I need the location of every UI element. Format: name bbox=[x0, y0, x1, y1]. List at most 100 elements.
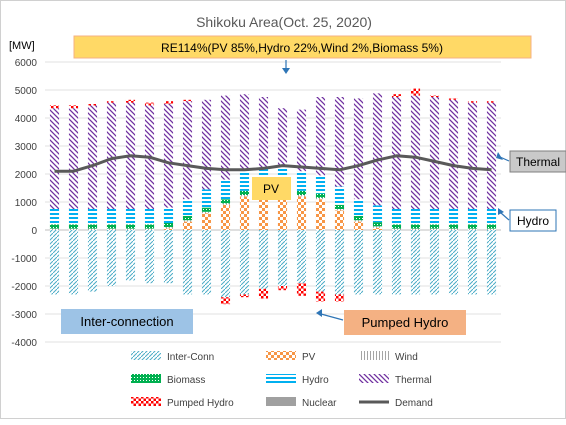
bar-biomass bbox=[429, 224, 440, 229]
bar-biomass bbox=[144, 224, 155, 229]
bar-inter-conn bbox=[315, 230, 326, 292]
bar-thermal bbox=[353, 98, 364, 200]
bar-thermal bbox=[410, 95, 421, 209]
pv-callout-text: PV bbox=[263, 182, 279, 196]
bar-inter-conn bbox=[125, 230, 136, 281]
bar-biomass bbox=[391, 224, 402, 229]
bar-inter-conn bbox=[49, 230, 60, 295]
bar-hydro bbox=[429, 209, 440, 225]
legend-label: Wind bbox=[395, 352, 418, 363]
bar-hydro bbox=[239, 169, 250, 191]
bar-wind bbox=[486, 228, 497, 230]
bar-biomass bbox=[87, 224, 98, 229]
bar-pv bbox=[163, 228, 174, 230]
bar-biomass bbox=[467, 224, 478, 229]
bar-pumped-hydro bbox=[391, 94, 402, 97]
bar-pumped-hydro bbox=[182, 99, 193, 102]
y-tick-label: -1000 bbox=[11, 254, 37, 265]
bar-inter-conn bbox=[220, 230, 231, 298]
legend-label: Inter-Conn bbox=[167, 352, 214, 363]
bar-wind bbox=[296, 195, 307, 197]
annotations: RE114%(PV 85%,Hydro 22%,Wind 2%,Biomass … bbox=[61, 35, 566, 335]
bar-biomass bbox=[353, 216, 364, 221]
bar-wind bbox=[353, 220, 364, 222]
bar-thermal bbox=[277, 108, 288, 167]
bar-wind bbox=[125, 228, 136, 230]
bar-biomass bbox=[49, 224, 60, 229]
bar-pumped-hydro bbox=[448, 98, 459, 100]
y-tick-label: 2000 bbox=[15, 170, 38, 181]
bar-pv bbox=[277, 193, 288, 230]
legend-label: Pumped Hydro bbox=[167, 398, 234, 409]
bar-biomass bbox=[239, 190, 250, 195]
bar-inter-conn bbox=[106, 230, 117, 286]
bar-pumped-hydro bbox=[277, 286, 288, 291]
bar-inter-conn bbox=[277, 230, 288, 286]
legend-swatch-nuclear bbox=[266, 397, 296, 406]
bar-thermal bbox=[315, 97, 326, 176]
interconnection-callout-box bbox=[61, 309, 193, 334]
bar-inter-conn bbox=[410, 230, 421, 295]
bar-pumped-hydro bbox=[296, 283, 307, 296]
bar-thermal bbox=[258, 97, 269, 167]
legend-swatch-pumped-hydro bbox=[131, 397, 161, 406]
bar-biomass bbox=[182, 216, 193, 221]
legend-label: Nuclear bbox=[302, 398, 337, 409]
pumped-hydro-callout-text: Pumped Hydro bbox=[362, 315, 449, 330]
bar-inter-conn bbox=[68, 230, 79, 295]
bar-pv bbox=[239, 196, 250, 230]
bar-pumped-hydro bbox=[258, 288, 269, 299]
thermal-callout-text: Thermal bbox=[516, 155, 560, 169]
bar-hydro bbox=[220, 179, 231, 200]
bar-inter-conn bbox=[182, 230, 193, 295]
bar-inter-conn bbox=[258, 230, 269, 289]
y-tick-label: 5000 bbox=[15, 86, 38, 97]
bar-inter-conn bbox=[353, 230, 364, 295]
hydro-callout-box bbox=[509, 209, 557, 232]
bar-thermal bbox=[391, 97, 402, 209]
legend-swatch-wind bbox=[359, 351, 389, 360]
bar-pumped-hydro bbox=[106, 101, 117, 103]
bar-wind bbox=[334, 209, 345, 211]
bar-wind bbox=[144, 228, 155, 230]
y-tick-label: 4000 bbox=[15, 114, 38, 125]
y-tick-label: -4000 bbox=[11, 338, 37, 349]
bar-thermal bbox=[467, 102, 478, 209]
bar-biomass bbox=[296, 190, 307, 195]
interconnection-callout-text: Inter-connection bbox=[80, 314, 173, 329]
bar-biomass bbox=[334, 204, 345, 209]
bar-inter-conn bbox=[448, 230, 459, 295]
bar-inter-conn bbox=[296, 230, 307, 284]
bar-thermal bbox=[372, 93, 383, 206]
y-axis-unit-label: [MW] bbox=[9, 40, 35, 52]
bar-hydro bbox=[201, 189, 212, 208]
bar-pumped-hydro bbox=[49, 105, 60, 109]
thermal-callout-arrowhead bbox=[496, 152, 503, 160]
bar-hydro bbox=[182, 199, 193, 216]
bar-biomass bbox=[125, 224, 136, 229]
bar-hydro bbox=[163, 207, 174, 223]
hydro-callout-arrowhead bbox=[498, 208, 504, 215]
bar-wind bbox=[448, 228, 459, 230]
bar-thermal bbox=[49, 108, 60, 209]
bar-thermal bbox=[239, 94, 250, 170]
bar-hydro bbox=[448, 209, 459, 225]
bar-thermal bbox=[448, 99, 459, 209]
y-tick-label: 0 bbox=[31, 226, 37, 237]
bar-hydro bbox=[315, 175, 326, 194]
bar-wind bbox=[49, 228, 60, 230]
legend-label: Thermal bbox=[395, 375, 432, 386]
bar-biomass bbox=[220, 199, 231, 204]
bar-inter-conn bbox=[163, 230, 174, 284]
legend-swatch-hydro bbox=[266, 374, 296, 383]
bar-wind bbox=[410, 228, 421, 230]
bar-inter-conn bbox=[87, 230, 98, 292]
legend-swatch-pv bbox=[266, 351, 296, 360]
legend-swatch-inter-conn bbox=[131, 351, 161, 360]
bar-pumped-hydro bbox=[87, 104, 98, 106]
bar-pv bbox=[258, 193, 269, 230]
bar-thermal bbox=[201, 99, 212, 190]
y-axis-ticks: -4000 -3000 -2000 -1000 0 1000 2000 3000 4000 500… bbox=[11, 58, 37, 349]
demand-line bbox=[54, 154, 492, 173]
